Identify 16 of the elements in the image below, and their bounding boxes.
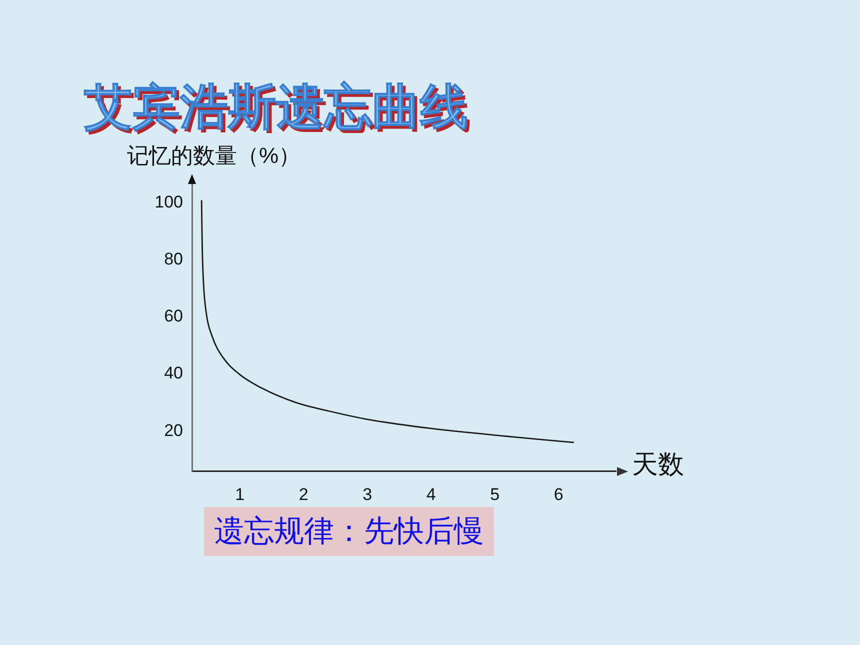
x-tick-label: 5	[490, 484, 500, 504]
x-tick-label: 3	[362, 484, 372, 504]
y-tick-label: 100	[154, 192, 183, 212]
y-tick-label: 40	[164, 364, 183, 383]
line-series	[200, 199, 575, 444]
text: 遗忘规律：先快后慢	[204, 507, 494, 556]
y-tick-label: 80	[164, 250, 183, 269]
x-tick-label: 1	[235, 484, 245, 504]
y-tick-label: 20	[164, 420, 183, 440]
x-axis-title: 天数	[632, 449, 684, 479]
x-tick-label: 6	[554, 484, 564, 504]
x-tick-label: 2	[298, 484, 308, 504]
y-axis-title: 记忆的数量（%）	[127, 143, 301, 168]
chart-title: 艾宾浩斯遗忘曲线	[84, 81, 468, 134]
y-tick-label: 60	[164, 306, 183, 326]
x-tick-label: 4	[426, 484, 436, 504]
